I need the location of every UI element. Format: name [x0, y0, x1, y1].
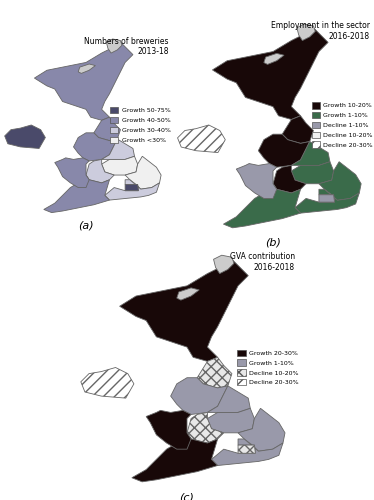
- Text: GVA contribution
2016-2018: GVA contribution 2016-2018: [230, 252, 295, 272]
- Polygon shape: [282, 116, 313, 143]
- Polygon shape: [74, 133, 117, 161]
- Polygon shape: [102, 156, 138, 175]
- Polygon shape: [238, 445, 255, 454]
- Polygon shape: [197, 358, 232, 388]
- Polygon shape: [171, 378, 228, 414]
- Polygon shape: [223, 184, 301, 228]
- Polygon shape: [187, 412, 224, 443]
- Polygon shape: [236, 164, 277, 198]
- Polygon shape: [291, 142, 330, 166]
- Polygon shape: [208, 386, 250, 412]
- Polygon shape: [34, 42, 133, 120]
- Polygon shape: [319, 195, 334, 202]
- Polygon shape: [132, 433, 218, 482]
- Polygon shape: [94, 117, 120, 140]
- Polygon shape: [214, 255, 234, 274]
- Polygon shape: [78, 64, 95, 74]
- Polygon shape: [105, 180, 160, 200]
- Polygon shape: [125, 156, 161, 189]
- Polygon shape: [273, 166, 306, 193]
- Polygon shape: [212, 439, 283, 466]
- Polygon shape: [208, 408, 254, 433]
- Polygon shape: [238, 408, 285, 451]
- Polygon shape: [86, 160, 114, 183]
- Text: Employment in the sector
2016-2018: Employment in the sector 2016-2018: [271, 22, 370, 41]
- Polygon shape: [81, 368, 134, 398]
- Text: Numbers of breweries
2013-18: Numbers of breweries 2013-18: [84, 37, 169, 56]
- Text: (c): (c): [180, 492, 194, 500]
- Polygon shape: [106, 39, 122, 53]
- Polygon shape: [258, 134, 310, 167]
- Polygon shape: [44, 175, 110, 212]
- Polygon shape: [291, 162, 334, 184]
- Polygon shape: [120, 260, 248, 362]
- Polygon shape: [125, 184, 138, 190]
- Legend: Growth 20-30%, Growth 1-10%, Decline 10-20%, Decline 20-30%: Growth 20-30%, Growth 1-10%, Decline 10-…: [235, 348, 301, 388]
- Text: (b): (b): [265, 238, 281, 248]
- Polygon shape: [146, 410, 191, 449]
- Legend: Growth 10-20%, Growth 1-10%, Decline 1-10%, Decline 10-20%, Decline 20-30%: Growth 10-20%, Growth 1-10%, Decline 1-1…: [310, 100, 374, 150]
- Polygon shape: [212, 28, 328, 120]
- Text: (a): (a): [78, 220, 94, 230]
- Polygon shape: [264, 54, 284, 64]
- Polygon shape: [55, 158, 89, 188]
- Polygon shape: [319, 162, 361, 200]
- Polygon shape: [5, 125, 45, 148]
- Polygon shape: [178, 125, 225, 152]
- Polygon shape: [295, 190, 359, 213]
- Polygon shape: [177, 288, 199, 300]
- Polygon shape: [102, 139, 135, 160]
- Polygon shape: [297, 24, 315, 40]
- Legend: Growth 50-75%, Growth 40-50%, Growth 30-40%, Growth <30%: Growth 50-75%, Growth 40-50%, Growth 30-…: [108, 105, 172, 145]
